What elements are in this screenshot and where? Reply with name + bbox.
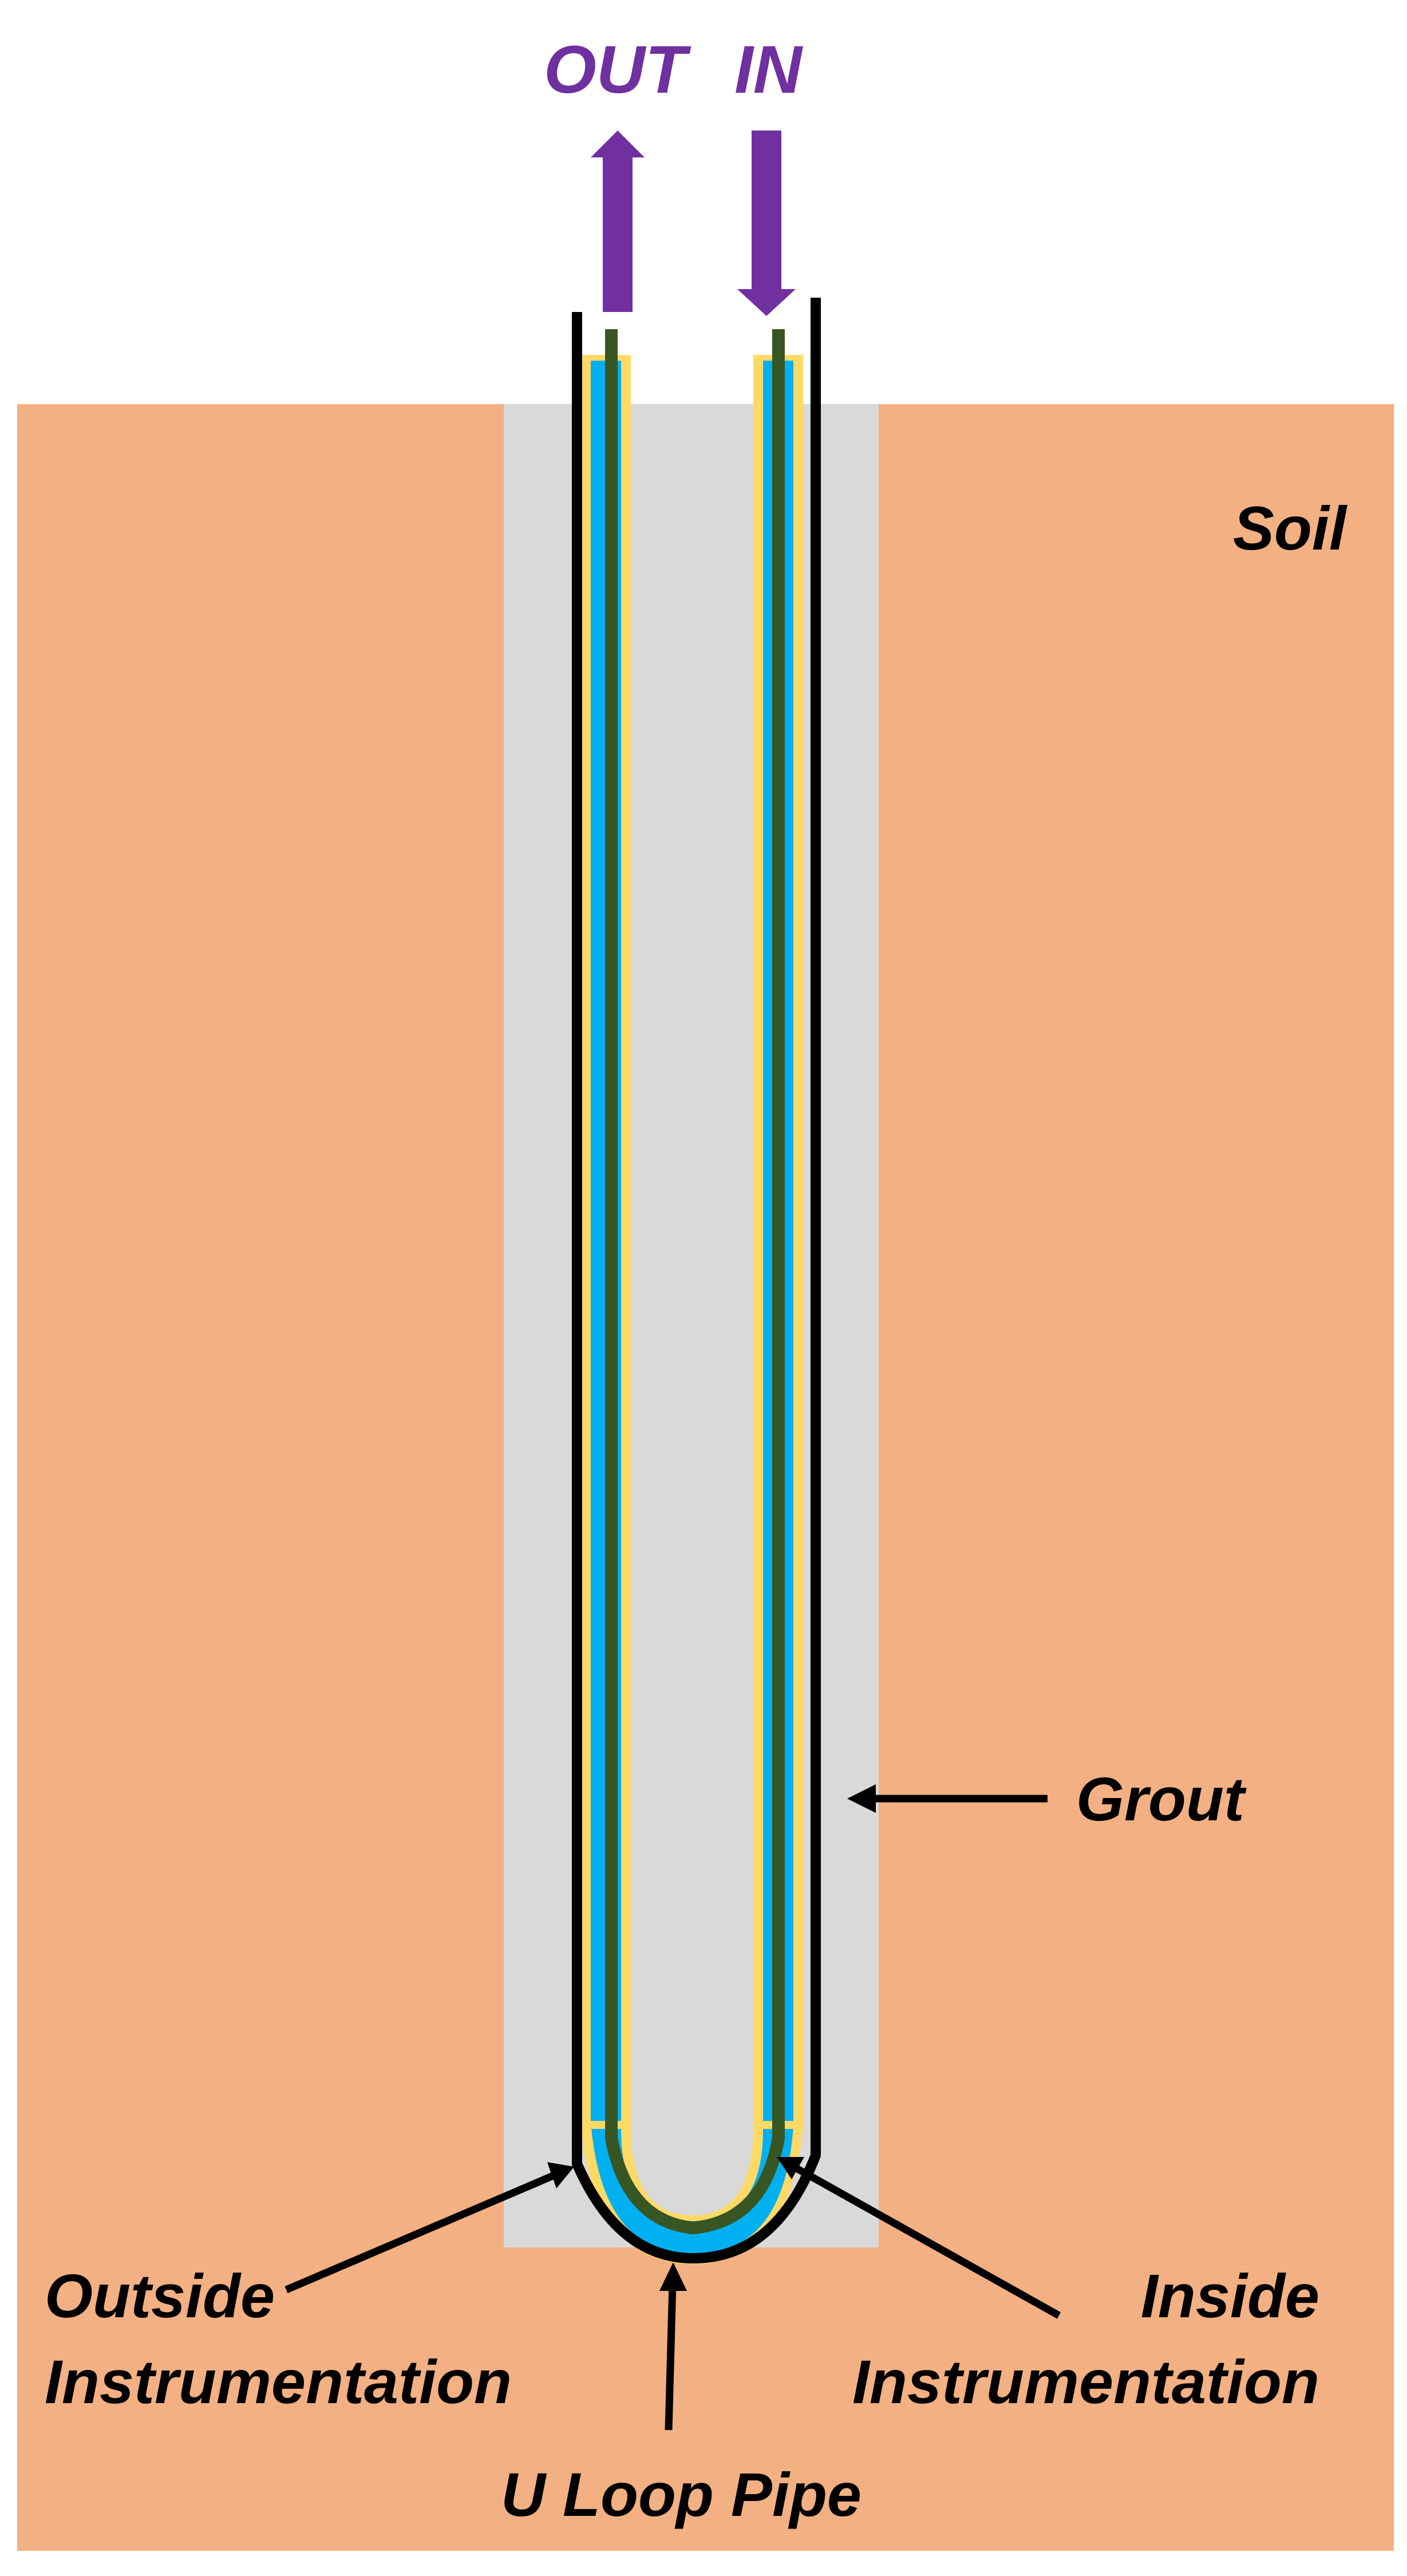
u-loop-pipe-label: U Loop Pipe	[501, 2460, 861, 2529]
outside-pointer-arrowhead	[547, 2162, 574, 2188]
inside-instrumentation-label-line2: Instrumentation	[852, 2347, 1319, 2416]
outside-instrumentation-line	[572, 298, 821, 2263]
grout-pointer-arrowhead	[847, 1784, 876, 1813]
grout-borehole	[504, 404, 879, 2247]
u-loop-pointer-arrowhead	[659, 2262, 687, 2291]
u-loop-pointer-line	[665, 2283, 677, 2431]
inside-pointer-line	[793, 2164, 1061, 2319]
soil-label: Soil	[1233, 493, 1347, 563]
inside-instrumentation-line	[605, 329, 785, 2234]
out-arrow-icon	[591, 131, 645, 312]
outside-instrumentation-label-line2: Instrumentation	[45, 2347, 512, 2416]
grout-label: Grout	[1076, 1764, 1247, 1834]
in-label: IN	[734, 32, 804, 108]
inside-pointer-arrowhead	[777, 2157, 804, 2179]
outside-instrumentation-label-line1: Outside	[45, 2261, 275, 2330]
in-arrow-icon	[737, 131, 796, 316]
inside-instrumentation-label-line1: Inside	[1141, 2261, 1319, 2330]
out-label: OUT	[544, 32, 691, 108]
outside-pointer-line	[284, 2172, 556, 2293]
